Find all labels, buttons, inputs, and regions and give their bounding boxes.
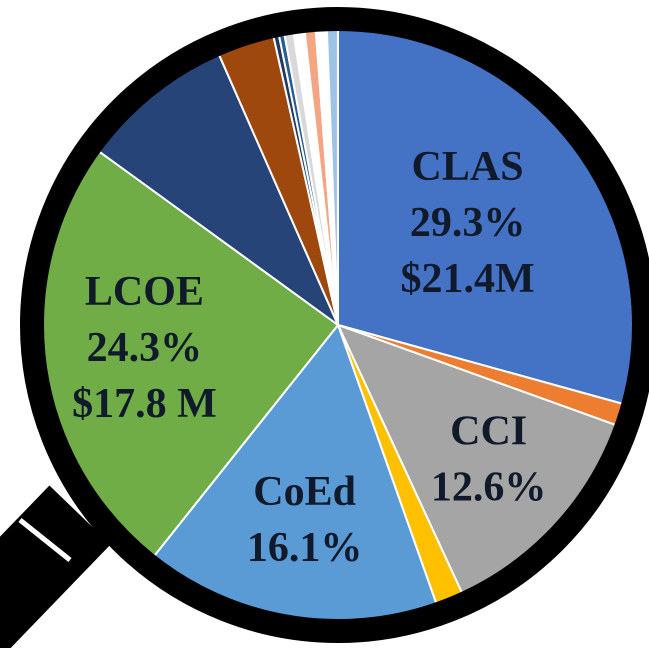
slice-percent: 16.1%	[247, 525, 363, 571]
slice-percent: 12.6%	[431, 465, 547, 511]
slice-label: CLAS	[412, 144, 524, 190]
chart: CLAS 29.3% $21.4M CCI 12.6% CoEd 16.1% LCOE 24.3…	[0, 0, 649, 648]
slice-label: LCOE	[85, 269, 204, 315]
slice-label: CoEd	[253, 469, 356, 515]
slice-percent: 24.3%	[87, 325, 203, 371]
slice-amount: $17.8 M	[72, 381, 217, 427]
slice-label: CCI	[450, 409, 527, 455]
slice-percent: 29.3%	[410, 200, 526, 246]
magnifier-handle	[0, 515, 80, 648]
slice-amount: $21.4M	[400, 256, 534, 302]
